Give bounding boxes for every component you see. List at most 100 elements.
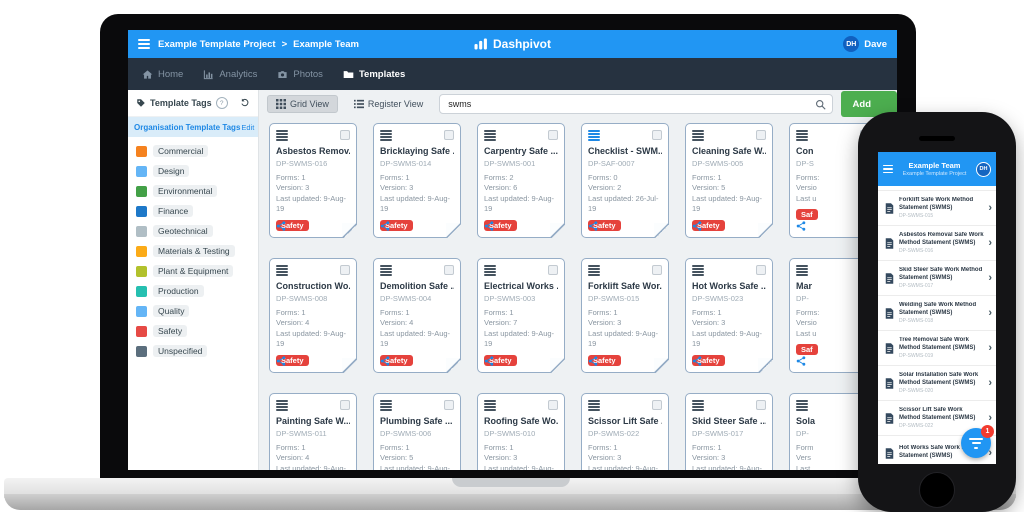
card-menu-icon[interactable] <box>484 130 496 141</box>
template-card[interactable]: Electrical Works ... DP-SWMS-003 Forms: … <box>477 258 565 373</box>
chevron-right-icon[interactable]: › <box>988 446 992 459</box>
share-icon[interactable] <box>692 221 702 231</box>
share-icon[interactable] <box>588 221 598 231</box>
tag-label[interactable]: Safety <box>153 325 188 337</box>
tag-row[interactable]: Safety <box>136 325 250 337</box>
chevron-right-icon[interactable]: › <box>988 376 992 389</box>
template-card[interactable]: Forklift Safe Wor... DP-SWMS-015 Forms: … <box>581 258 669 373</box>
template-card[interactable]: Cleaning Safe W... DP-SWMS-005 Forms: 1 … <box>685 123 773 238</box>
card-checkbox[interactable] <box>548 400 558 410</box>
breadcrumb-team[interactable]: Example Team <box>293 38 359 50</box>
share-icon[interactable] <box>380 221 390 231</box>
card-menu-icon[interactable] <box>380 265 392 276</box>
tag-row[interactable]: Finance <box>136 205 250 217</box>
card-menu-icon[interactable] <box>484 265 496 276</box>
card-checkbox[interactable] <box>444 265 454 275</box>
share-icon[interactable] <box>692 356 702 366</box>
template-card[interactable]: Construction Wo... DP-SWMS-008 Forms: 1 … <box>269 258 357 373</box>
nav-item-photos[interactable]: Photos <box>277 69 323 80</box>
card-menu-icon[interactable] <box>380 400 392 411</box>
phone-list-item[interactable]: Asbestos Removal Safe Work Method Statem… <box>878 225 996 260</box>
template-card[interactable]: Plumbing Safe ... DP-SWMS-006 Forms: 1 V… <box>373 393 461 470</box>
register-view-button[interactable]: Register View <box>346 96 431 112</box>
phone-list-item[interactable]: Skid Steer Safe Work Method Statement (S… <box>878 260 996 295</box>
share-icon[interactable] <box>484 356 494 366</box>
card-menu-icon[interactable] <box>380 130 392 141</box>
menu-icon[interactable] <box>138 39 150 49</box>
nav-item-analytics[interactable]: Analytics <box>203 69 257 80</box>
tag-label[interactable]: Environmental <box>153 185 218 197</box>
phone-home-button[interactable] <box>919 472 955 508</box>
tag-row[interactable]: Environmental <box>136 185 250 197</box>
tag-row[interactable]: Design <box>136 165 250 177</box>
template-card[interactable]: Demolition Safe ... DP-SWMS-004 Forms: 1… <box>373 258 461 373</box>
tag-label[interactable]: Unspecified <box>153 345 208 357</box>
share-icon[interactable] <box>276 221 286 231</box>
card-menu-icon[interactable] <box>692 265 704 276</box>
tag-label[interactable]: Finance <box>153 205 194 217</box>
template-card[interactable]: Checklist - SWM... DP-SAF-0007 Forms: 0 … <box>581 123 669 238</box>
avatar[interactable]: DH <box>843 36 860 52</box>
share-icon[interactable] <box>588 356 598 366</box>
card-menu-icon[interactable] <box>796 265 808 276</box>
phone-list-item[interactable]: Hot Works Safe Work Method Statement (SW… <box>878 435 996 464</box>
card-checkbox[interactable] <box>652 400 662 410</box>
user-name[interactable]: Dave <box>864 38 887 50</box>
phone-list-item[interactable]: Scissor Lift Safe Work Method Statement … <box>878 400 996 435</box>
template-card[interactable]: Hot Works Safe ... DP-SWMS-023 Forms: 1 … <box>685 258 773 373</box>
filter-fab-button[interactable]: 1 <box>961 425 994 458</box>
card-checkbox[interactable] <box>444 400 454 410</box>
tag-label[interactable]: Design <box>153 165 190 177</box>
card-checkbox[interactable] <box>756 400 766 410</box>
phone-list-item[interactable]: Welding Safe Work Method Statement (SWMS… <box>878 295 996 330</box>
tag-row[interactable]: Geotechnical <box>136 225 250 237</box>
card-menu-icon[interactable] <box>692 400 704 411</box>
chevron-right-icon[interactable]: › <box>988 236 992 249</box>
tag-label[interactable]: Commercial <box>153 145 209 157</box>
tag-label[interactable]: Production <box>153 285 204 297</box>
card-checkbox[interactable] <box>548 265 558 275</box>
tag-row[interactable]: Materials & Testing <box>136 245 250 257</box>
share-icon[interactable] <box>276 356 286 366</box>
phone-list-item[interactable]: Tree Removal Safe Work Method Statement … <box>878 330 996 365</box>
card-menu-icon[interactable] <box>588 265 600 276</box>
template-card[interactable]: Bricklaying Safe ... DP-SWMS-014 Forms: … <box>373 123 461 238</box>
chevron-right-icon[interactable]: › <box>988 201 992 214</box>
tag-row[interactable]: Quality <box>136 305 250 317</box>
nav-item-home[interactable]: Home <box>142 69 183 80</box>
card-menu-icon[interactable] <box>796 130 808 141</box>
share-icon[interactable] <box>380 356 390 366</box>
card-menu-icon[interactable] <box>588 400 600 411</box>
template-card[interactable]: Carpentry Safe ... DP-SWMS-001 Forms: 2 … <box>477 123 565 238</box>
tag-label[interactable]: Geotechnical <box>153 225 213 237</box>
card-menu-icon[interactable] <box>276 265 288 276</box>
breadcrumb-project[interactable]: Example Template Project <box>158 38 276 50</box>
grid-view-button[interactable]: Grid View <box>267 95 338 113</box>
card-menu-icon[interactable] <box>484 400 496 411</box>
tag-label[interactable]: Plant & Equipment <box>153 265 234 277</box>
share-icon[interactable] <box>484 221 494 231</box>
tag-row[interactable]: Commercial <box>136 145 250 157</box>
tag-label[interactable]: Materials & Testing <box>153 245 235 257</box>
edit-tags-link[interactable]: Edit <box>241 122 255 132</box>
breadcrumb[interactable]: Example Template Project > Example Team <box>158 39 359 50</box>
tag-label[interactable]: Quality <box>153 305 190 317</box>
card-menu-icon[interactable] <box>276 130 288 141</box>
card-menu-icon[interactable] <box>796 400 808 411</box>
template-card[interactable]: Asbestos Remov... DP-SWMS-016 Forms: 1 V… <box>269 123 357 238</box>
nav-item-templates[interactable]: Templates <box>343 69 405 80</box>
template-card[interactable]: Roofing Safe Wo... DP-SWMS-010 Forms: 1 … <box>477 393 565 470</box>
tag-row[interactable]: Unspecified <box>136 345 250 357</box>
template-card[interactable]: Painting Safe W... DP-SWMS-011 Forms: 1 … <box>269 393 357 470</box>
help-icon[interactable]: ? <box>215 97 228 109</box>
refresh-icon[interactable] <box>240 98 250 108</box>
chevron-right-icon[interactable]: › <box>988 271 992 284</box>
share-icon[interactable] <box>796 356 806 366</box>
card-checkbox[interactable] <box>756 265 766 275</box>
card-checkbox[interactable] <box>652 265 662 275</box>
card-checkbox[interactable] <box>340 400 350 410</box>
card-menu-icon[interactable] <box>276 400 288 411</box>
phone-menu-icon[interactable] <box>883 164 893 174</box>
chevron-right-icon[interactable]: › <box>988 411 992 424</box>
phone-avatar[interactable]: DH <box>976 161 991 177</box>
